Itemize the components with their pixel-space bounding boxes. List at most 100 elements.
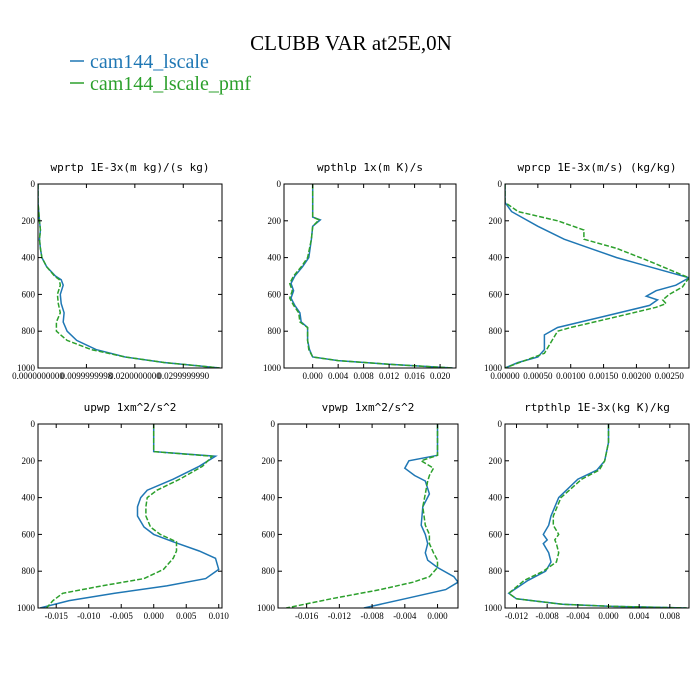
y-tick-label: 200 [268,216,282,226]
series-line-1 [505,184,689,368]
series-line-1 [363,424,458,608]
y-tick-label: 200 [489,456,503,466]
y-tick-label: 600 [22,289,36,299]
y-tick-label: 600 [489,529,503,539]
x-tick-label: 0.00050 [523,371,553,381]
x-tick-label: 0.020 [430,371,451,381]
x-tick-label: 0.0200000000 [109,371,161,381]
plot-frame [283,183,457,369]
legend: cam144_lscale cam144_lscale_pmf [70,51,251,95]
y-tick-label: 0 [271,419,276,429]
x-tick-label: 0.005 [176,611,197,621]
y-tick-label: 400 [262,493,276,503]
y-tick-label: 400 [489,253,503,263]
y-tick-label: 200 [262,456,276,466]
panel-2: wpthlp 1x(m K)/s 0 200 400 600 800 1000 0.000 0.… [263,161,457,381]
x-tick-label: 0.008 [354,371,375,381]
x-tick-label: 0.012 [379,371,399,381]
y-tick-label: 400 [22,493,36,503]
y-tick-label: 600 [489,289,503,299]
x-tick-label: 0.000 [598,611,619,621]
y-tick-label: 800 [22,326,36,336]
y-tick-label: 200 [22,216,36,226]
y-tick-label: 200 [489,216,503,226]
panel-title: wprtp 1E-3x(m kg)/(s kg) [51,161,210,174]
x-tick-label: 0.0099999998 [61,371,113,381]
panel-4: upwp 1xm^2/s^2 0 200 400 600 800 1000 -0.015 -0.… [17,401,229,621]
panel-title: upwp 1xm^2/s^2 [84,401,177,414]
y-tick-label: 800 [22,566,36,576]
y-tick-label: 0 [31,419,36,429]
plot-frame [37,423,223,609]
y-tick-label: 1000 [257,603,276,613]
x-tick-label: 0.00200 [622,371,652,381]
panel-1: wprtp 1E-3x(m kg)/(s kg) 0 200 400 600 800 100… [12,161,223,381]
panel-title: wprcp 1E-3x(m/s) (kg/kg) [518,161,677,174]
series-line-2 [505,184,689,368]
y-tick-label: 400 [268,253,282,263]
panel-title: wpthlp 1x(m K)/s [317,161,423,174]
figure-title: CLUBB VAR at25E,0N [250,31,452,55]
x-tick-label: -0.012 [328,611,351,621]
x-tick-label: 0.000 [144,611,165,621]
x-tick-label: -0.010 [77,611,101,621]
y-tick-label: 800 [262,566,276,576]
x-tick-label: -0.004 [566,611,590,621]
y-tick-label: 600 [262,529,276,539]
panel-title: rtpthlp 1E-3x(kg K)/kg [524,401,670,414]
x-tick-label: -0.004 [393,611,417,621]
y-tick-label: 1000 [17,363,36,373]
x-tick-label: 0.00000 [490,371,520,381]
x-tick-label: 0.00150 [589,371,619,381]
series-line-2 [288,184,453,368]
y-tick-label: 800 [489,566,503,576]
y-tick-label: 1000 [484,363,503,373]
x-tick-label: 0.000 [303,371,324,381]
y-tick-label: 800 [489,326,503,336]
y-tick-label: 800 [268,326,282,336]
x-tick-label: 0.0299999990 [157,371,209,381]
series-line-2 [286,424,439,608]
x-tick-label: -0.016 [295,611,319,621]
y-tick-label: 600 [268,289,282,299]
x-tick-label: -0.005 [110,611,134,621]
plot-frame [504,423,690,609]
x-tick-label: -0.012 [505,611,528,621]
panel-title: vpwp 1xm^2/s^2 [322,401,415,414]
series-line-2 [507,424,687,608]
series-line-1 [507,424,687,608]
x-tick-label: 0.0000000000 [12,371,64,381]
series-line-2 [38,184,220,368]
plot-frame [504,183,690,369]
panel-3: wprcp 1E-3x(m/s) (kg/kg) 0 200 400 600 800 100… [484,161,690,381]
x-tick-label: -0.015 [45,611,69,621]
panel-5: vpwp 1xm^2/s^2 0 200 400 600 800 1000 -0.016 -0.… [257,401,459,621]
y-tick-label: 0 [498,179,503,189]
x-tick-label: 0.016 [404,371,425,381]
legend-label-2: cam144_lscale_pmf [90,73,251,95]
x-tick-label: 0.00100 [556,371,586,381]
series-line-1 [39,424,220,608]
y-tick-label: 0 [277,179,282,189]
series-line-1 [38,184,220,368]
y-tick-label: 1000 [17,603,36,613]
legend-label-1: cam144_lscale [90,51,209,73]
x-tick-label: 0.000 [427,611,448,621]
x-tick-label: -0.008 [536,611,560,621]
x-tick-label: 0.010 [209,611,230,621]
y-tick-label: 600 [22,529,36,539]
x-tick-label: 0.008 [660,611,681,621]
y-tick-label: 0 [31,179,36,189]
x-tick-label: 0.004 [328,371,349,381]
x-tick-label: -0.008 [360,611,384,621]
y-tick-label: 1000 [263,363,282,373]
y-tick-label: 200 [22,456,36,466]
panels: wprtp 1E-3x(m kg)/(s kg) 0 200 400 600 800 100… [12,161,690,621]
y-tick-label: 400 [489,493,503,503]
y-tick-label: 1000 [484,603,503,613]
plot-frame [37,183,223,369]
y-tick-label: 400 [22,253,36,263]
panel-6: rtpthlp 1E-3x(kg K)/kg02004006008001000-… [484,401,690,621]
y-tick-label: 0 [498,419,503,429]
